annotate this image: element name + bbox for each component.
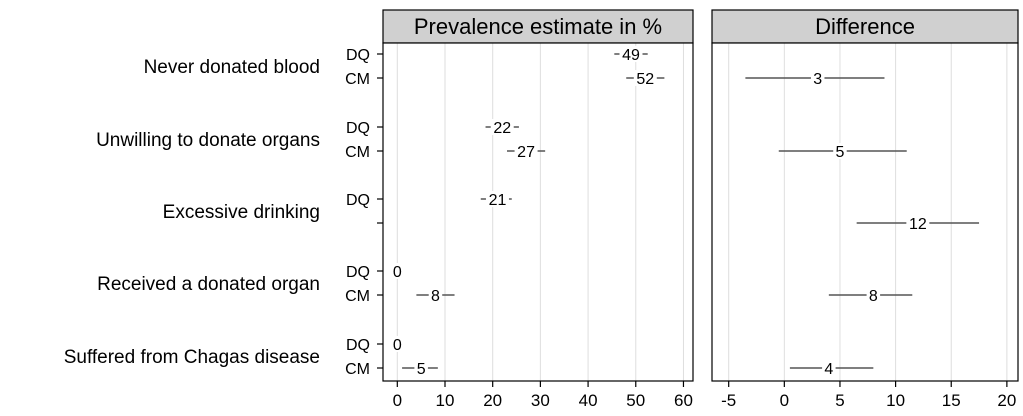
difference-label-bg (906, 215, 930, 231)
item-label: Excessive drinking (163, 202, 320, 223)
panel-border (382, 42, 694, 382)
x-tick-label: 0 (780, 391, 789, 410)
x-tick-label: 0 (393, 391, 402, 410)
method-label: DQ (346, 192, 370, 209)
method-label: CM (345, 71, 370, 88)
plot-area (383, 43, 693, 381)
estimate-cm-point-label: 52 (636, 71, 654, 88)
estimate-dq-point-label: 0 (393, 264, 402, 281)
x-tick-label: 30 (531, 391, 550, 410)
difference-point-label: 12 (909, 216, 927, 233)
estimate-dq-point-label: 22 (493, 120, 511, 137)
difference-point-label: 3 (813, 71, 822, 88)
estimate-dq-label-bg (390, 336, 405, 352)
difference-label-bg (810, 70, 825, 86)
estimate-dq-point-label: 49 (622, 47, 640, 64)
estimate-dq-label-bg (390, 263, 405, 279)
plot-area (712, 43, 1018, 381)
estimate-cm-point-label: 27 (517, 144, 535, 161)
panel-title: Difference (815, 14, 915, 39)
estimate-cm-label-bg (414, 360, 428, 376)
x-tick-label: 50 (626, 391, 645, 410)
method-label: CM (345, 144, 370, 161)
estimate-dq-point-label: 21 (489, 192, 507, 209)
x-tick-label: 60 (674, 391, 693, 410)
x-tick-label: 20 (483, 391, 502, 410)
panel-border (711, 42, 1019, 382)
item-label: Unwilling to donate organs (96, 130, 320, 151)
x-tick-label: 20 (997, 391, 1016, 410)
method-label: DQ (346, 264, 370, 281)
difference-point-label: 5 (836, 144, 845, 161)
estimate-dq-label-bg (490, 119, 514, 135)
panel-strip (711, 9, 1019, 44)
item-label: Never donated blood (144, 57, 320, 78)
x-tick-label: 10 (436, 391, 455, 410)
difference-label-bg (833, 143, 847, 159)
estimate-cm-label-bg (514, 143, 538, 159)
method-label: CM (345, 288, 370, 305)
panel-title: Prevalence estimate in % (414, 14, 662, 39)
row-labels: DQ CM Never donated blood DQ CM Unwilling to … (64, 47, 370, 378)
difference-label-bg (866, 287, 881, 303)
estimate-dq-label-bg (485, 191, 509, 207)
estimate-cm-label-bg (633, 70, 657, 86)
estimate-cm-point-label: 5 (417, 361, 426, 378)
estimate-dq-point-label: 0 (393, 337, 402, 354)
method-label: DQ (346, 47, 370, 64)
item-label: Suffered from Chagas disease (64, 347, 320, 368)
estimate-cm-point-label: 8 (431, 288, 440, 305)
panel-strip (382, 9, 694, 44)
x-tick-label: 15 (942, 391, 961, 410)
x-tick-label: -5 (721, 391, 736, 410)
estimate-dq-label-bg (619, 46, 643, 62)
method-label: DQ (346, 120, 370, 137)
item-label: Received a donated organ (97, 274, 320, 295)
estimate-cm-label-bg (428, 287, 443, 303)
x-tick-label: 10 (886, 391, 905, 410)
chart-root: Prevalence estimate in %0 10 20 30 40 50 60495… (64, 9, 1019, 410)
x-tick-label: 40 (579, 391, 598, 410)
method-label: CM (345, 361, 370, 378)
method-label: DQ (346, 337, 370, 354)
difference-label-bg (822, 360, 836, 376)
panel-prevalence: Prevalence estimate in %0 10 20 30 40 50 60495… (377, 9, 694, 410)
difference-point-label: 8 (869, 288, 878, 305)
x-tick-label: 5 (835, 391, 844, 410)
difference-point-label: 4 (824, 361, 833, 378)
panel-difference: Difference -5 0 5 10 15 20 3 5 12 8 4 (711, 9, 1019, 410)
